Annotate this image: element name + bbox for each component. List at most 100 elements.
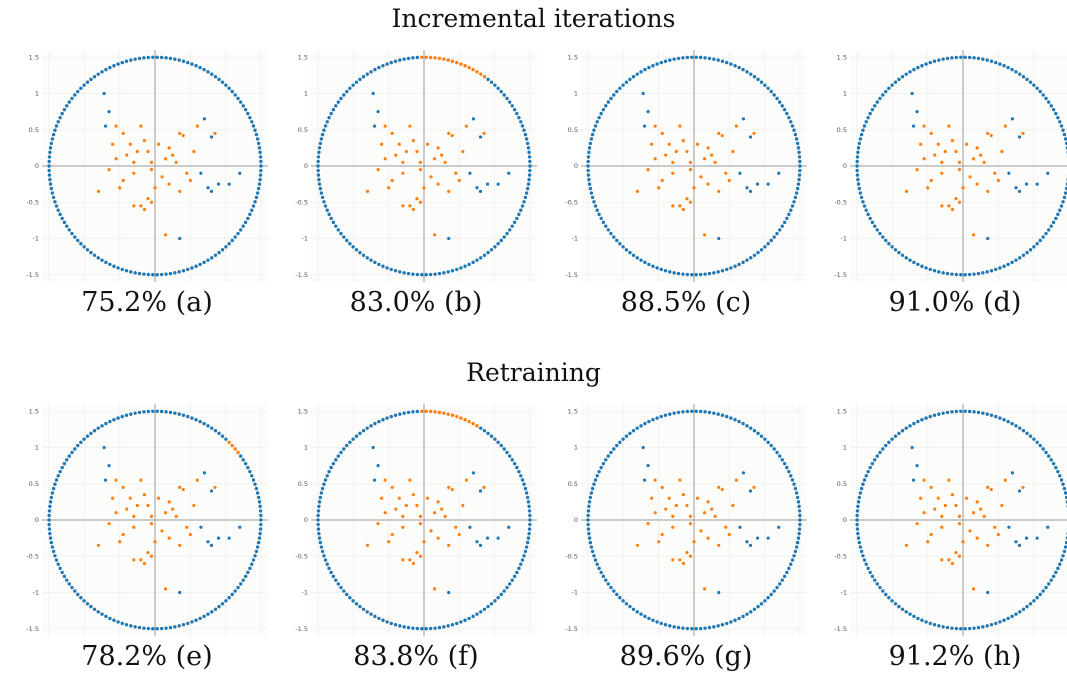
ring-point xyxy=(588,141,593,146)
data-point xyxy=(964,142,969,146)
ring-point xyxy=(230,443,234,448)
data-point xyxy=(376,522,380,526)
ring-point xyxy=(904,426,908,430)
ring-point xyxy=(904,72,908,76)
data-point xyxy=(192,149,196,154)
data-point xyxy=(436,146,440,150)
ring-point xyxy=(1047,582,1051,586)
ring-point xyxy=(217,77,221,82)
ring-point xyxy=(82,599,86,603)
ring-point xyxy=(316,155,321,159)
ring-point xyxy=(756,431,760,436)
data-point xyxy=(432,233,437,237)
data-point xyxy=(646,522,650,526)
ring-point xyxy=(856,504,860,509)
ring-point xyxy=(794,491,799,495)
ring-point xyxy=(411,410,415,414)
data-point xyxy=(432,157,437,161)
ring-point xyxy=(351,437,355,441)
ring-point xyxy=(928,414,932,419)
ring-point xyxy=(50,137,55,141)
ring-point xyxy=(442,57,446,61)
ring-point xyxy=(486,250,490,255)
data-point xyxy=(674,503,678,508)
ring-point xyxy=(210,256,214,260)
ring-point xyxy=(186,621,190,626)
ring-point xyxy=(186,267,190,272)
ring-point xyxy=(406,410,411,415)
ring-point xyxy=(47,155,52,159)
data-point xyxy=(132,514,136,518)
ring-point xyxy=(597,469,601,474)
data-point xyxy=(910,91,914,96)
data-point xyxy=(107,110,111,114)
ring-point xyxy=(772,589,776,593)
data-point xyxy=(475,186,479,190)
ring-point xyxy=(1051,461,1056,466)
ring-point xyxy=(672,411,676,415)
data-point xyxy=(777,171,781,175)
data-point xyxy=(408,478,412,482)
y-tick-label: 1.5 xyxy=(837,53,847,61)
ring-point xyxy=(100,70,104,74)
ring-point xyxy=(787,212,791,217)
ring-point xyxy=(862,478,867,482)
data-point xyxy=(738,171,742,175)
data-point xyxy=(107,168,111,172)
data-point xyxy=(202,471,207,475)
ring-point xyxy=(1018,72,1022,76)
ring-point xyxy=(327,212,331,217)
ring-point xyxy=(489,602,494,606)
ring-point xyxy=(520,204,525,208)
data-point xyxy=(641,91,645,96)
ring-point xyxy=(1018,256,1022,260)
data-point xyxy=(766,536,770,540)
data-point xyxy=(954,503,958,508)
data-point xyxy=(915,110,919,114)
data-point xyxy=(422,540,426,544)
ring-point xyxy=(331,461,336,466)
ring-point xyxy=(47,513,51,518)
ring-point xyxy=(523,195,528,200)
data-point xyxy=(926,540,930,544)
data-point xyxy=(646,168,650,172)
ring-point xyxy=(864,208,868,212)
ring-point xyxy=(48,177,52,182)
ring-point xyxy=(1021,75,1026,79)
data-point xyxy=(982,160,986,164)
data-point xyxy=(674,149,678,154)
ring-point xyxy=(253,482,257,486)
ring-point xyxy=(54,124,59,128)
ring-point xyxy=(336,100,340,104)
ring-point xyxy=(985,270,989,274)
scatter-plot-c: 1.510.50-0.5-1-1.5-101 xyxy=(565,50,807,282)
ring-point xyxy=(499,238,503,243)
ring-point xyxy=(745,70,749,74)
ring-point xyxy=(587,504,591,509)
data-point xyxy=(741,117,746,121)
ring-point xyxy=(1025,604,1029,609)
y-tick-label: -1.5 xyxy=(834,271,847,279)
ring-point xyxy=(672,271,676,275)
ring-point xyxy=(631,253,636,257)
ring-point xyxy=(856,177,860,182)
data-point xyxy=(178,485,182,489)
ring-point xyxy=(402,625,406,629)
ring-point xyxy=(406,56,411,61)
ring-point xyxy=(527,531,531,536)
ring-point xyxy=(959,273,963,277)
data-point xyxy=(911,478,916,482)
ring-point xyxy=(1044,450,1048,455)
data-point xyxy=(1017,135,1022,139)
ring-point xyxy=(230,238,234,243)
ring-point xyxy=(70,585,74,590)
data-point xyxy=(401,525,405,529)
ring-point xyxy=(725,414,729,419)
ring-point xyxy=(994,621,998,626)
ring-point xyxy=(586,522,590,527)
ring-point xyxy=(887,241,891,246)
data-point xyxy=(380,496,384,500)
ring-point xyxy=(254,132,259,137)
ring-point xyxy=(151,55,155,59)
ring-point xyxy=(389,414,393,419)
